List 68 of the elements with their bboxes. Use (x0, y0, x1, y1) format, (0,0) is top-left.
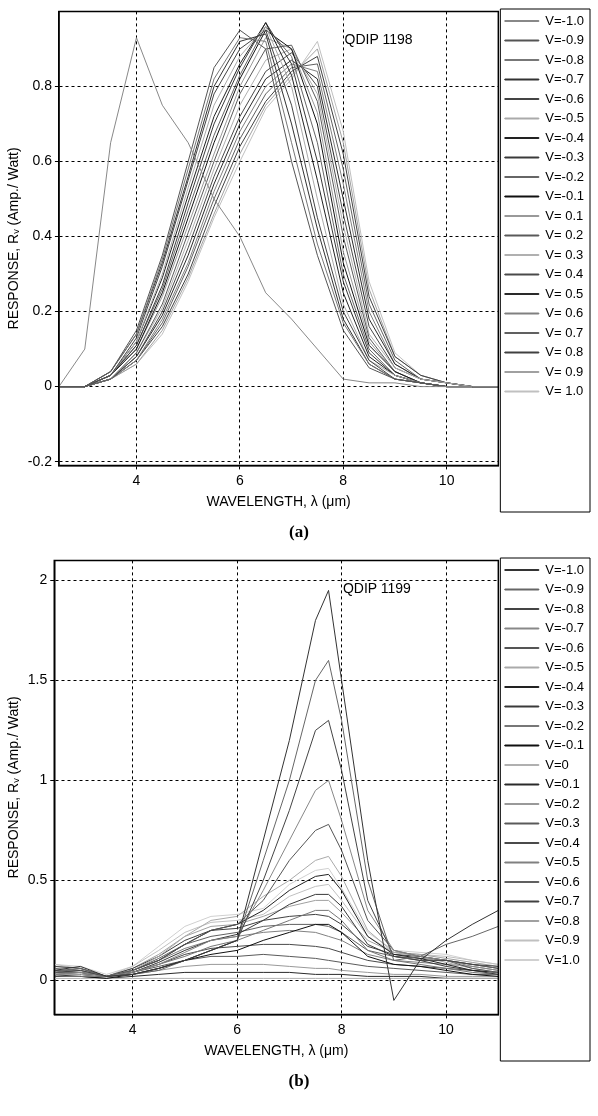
legend-label: V=0 (545, 756, 569, 772)
x-tick-label: 8 (339, 471, 348, 488)
y-tick-label: 1 (39, 771, 48, 788)
legend-label: V=-0.9 (545, 32, 585, 48)
legend-label: V= 0.5 (545, 285, 584, 301)
y-tick-label: 0.4 (32, 227, 53, 244)
y-tick-label: 2 (39, 571, 48, 588)
legend-label: V=-0.7 (545, 71, 585, 87)
x-tick-label: 6 (235, 471, 244, 488)
legend-label: V=0.4 (545, 834, 580, 850)
y-tick-label: 0.2 (32, 302, 53, 319)
legend-label: V=-0.6 (545, 90, 585, 106)
legend-label: V=-0.9 (545, 581, 585, 597)
legend-label: V= 1.0 (545, 383, 584, 399)
text: (a) (288, 521, 310, 543)
legend-label: V=-1.0 (545, 12, 585, 28)
x-tick-label: 10 (438, 1020, 455, 1037)
y-tick-label: 0.5 (27, 871, 48, 888)
legend-label: V=0.2 (545, 795, 580, 811)
legend-label: V=-0.7 (545, 620, 585, 636)
legend-label: V=0.3 (545, 815, 580, 831)
legend-label: V=-1.0 (545, 561, 585, 577)
legend-label: V=-0.4 (545, 129, 585, 145)
legend-label: V=0.8 (545, 912, 580, 928)
y-tick-label: 0 (39, 971, 48, 988)
text: (b) (287, 1070, 311, 1092)
legend-label: V=-0.3 (545, 149, 585, 165)
legend-label: V=-0.2 (545, 168, 585, 184)
annotation: QDIP 1199 (342, 580, 412, 597)
legend-label: V=0.7 (545, 893, 580, 909)
y-axis-title: RESPONSE, Rᵥ (Amp./ Watt) (5, 147, 22, 330)
legend-label: V=-0.5 (545, 659, 585, 675)
x-axis-title: WAVELENGTH, λ (μm) (204, 1042, 349, 1059)
y-tick-label: 0.6 (32, 152, 53, 169)
legend-label: V=0.1 (545, 776, 580, 792)
legend-label: V=0.6 (545, 873, 580, 889)
legend-label: V=-0.8 (545, 600, 585, 616)
legend-label: V= 0.2 (545, 227, 584, 243)
legend-label: V=-0.1 (545, 737, 585, 753)
x-axis-title: WAVELENGTH, λ (μm) (206, 493, 351, 510)
legend-label: V=0.5 (545, 854, 580, 870)
y-axis-title: RESPONSE, Rᵥ (Amp./ Watt) (5, 696, 22, 879)
y-tick-label: -0.2 (27, 452, 53, 469)
x-tick-label: 4 (132, 471, 141, 488)
x-tick-label: 10 (438, 471, 455, 488)
legend-label: V= 0.3 (545, 246, 584, 262)
legend-label: V= 0.6 (545, 305, 584, 321)
annotation: QDIP 1198 (344, 31, 413, 48)
legend-label: V=-0.1 (545, 188, 585, 204)
legend-label: V=-0.5 (545, 110, 585, 126)
y-tick-label: 0 (44, 377, 53, 394)
y-tick-label: 1.5 (27, 671, 48, 688)
legend-label: V=1.0 (545, 951, 580, 967)
x-tick-label: 8 (337, 1020, 346, 1037)
x-tick-label: 4 (128, 1020, 137, 1037)
legend-label: V= 0.7 (545, 324, 584, 340)
legend-label: V=-0.3 (545, 698, 585, 714)
legend-label: V=-0.4 (545, 678, 585, 694)
legend-label: V= 0.8 (545, 344, 584, 360)
y-tick-label: 0.8 (32, 77, 53, 94)
legend-label: V=-0.2 (545, 717, 585, 733)
legend-label: V= 0.1 (545, 207, 584, 223)
x-tick-label: 6 (233, 1020, 242, 1037)
legend-label: V=-0.8 (545, 51, 585, 67)
legend-label: V=0.9 (545, 932, 580, 948)
legend-label: V= 0.9 (545, 363, 584, 379)
legend-label: V= 0.4 (545, 266, 584, 282)
legend-label: V=-0.6 (545, 639, 585, 655)
